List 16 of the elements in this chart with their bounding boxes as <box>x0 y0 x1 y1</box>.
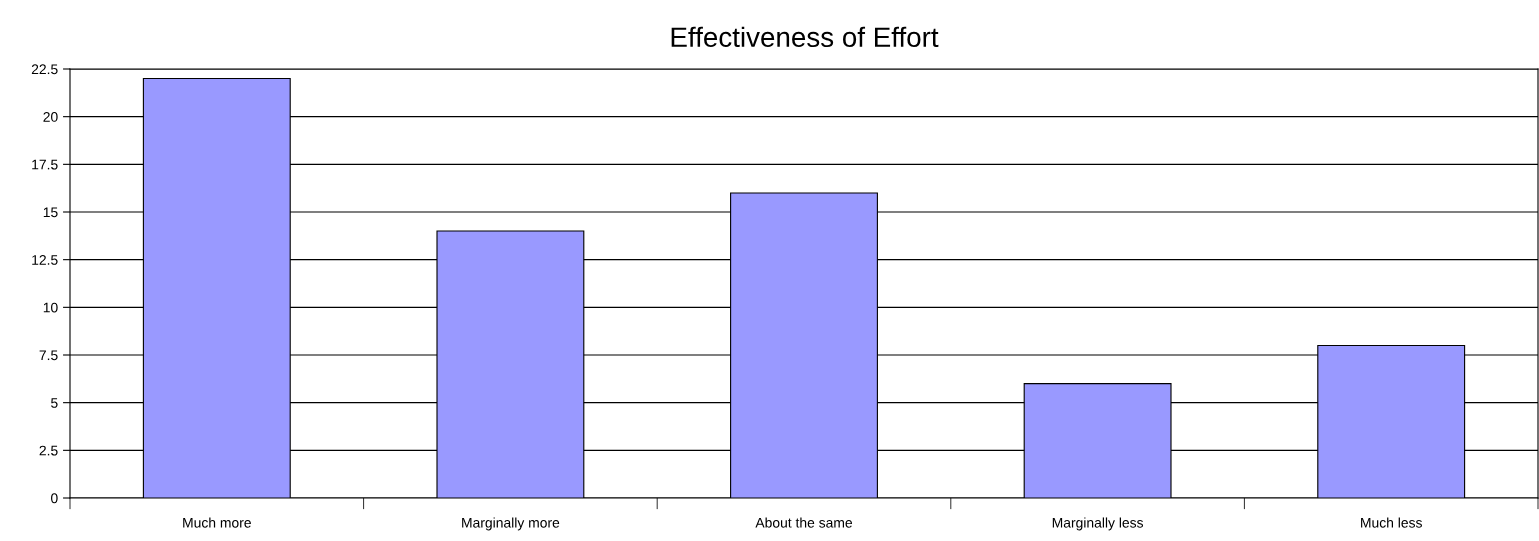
y-tick-label: 12.5 <box>32 255 58 265</box>
y-tick-label: 17.5 <box>32 159 58 170</box>
y-tick-label: 7.5 <box>39 350 58 361</box>
y-tick-label: 15 <box>43 207 58 218</box>
y-tick-label: 5 <box>51 398 58 408</box>
y-tick-label: 10 <box>43 302 58 313</box>
y-tick-label: 22.5 <box>31 64 58 75</box>
x-tick-label: Marginally more <box>462 517 560 531</box>
x-tick-label: Much less <box>1361 517 1422 528</box>
chart-title: Effectiveness of Effort <box>671 26 939 48</box>
x-tick-label: Marginally less <box>1052 517 1144 531</box>
y-tick-label: 2.5 <box>39 445 58 456</box>
x-tick-label: About the same <box>755 517 853 528</box>
x-tick-label: Much more <box>183 517 251 528</box>
y-tick-label: 20 <box>43 112 58 122</box>
y-tick-label: 0 <box>51 493 58 504</box>
